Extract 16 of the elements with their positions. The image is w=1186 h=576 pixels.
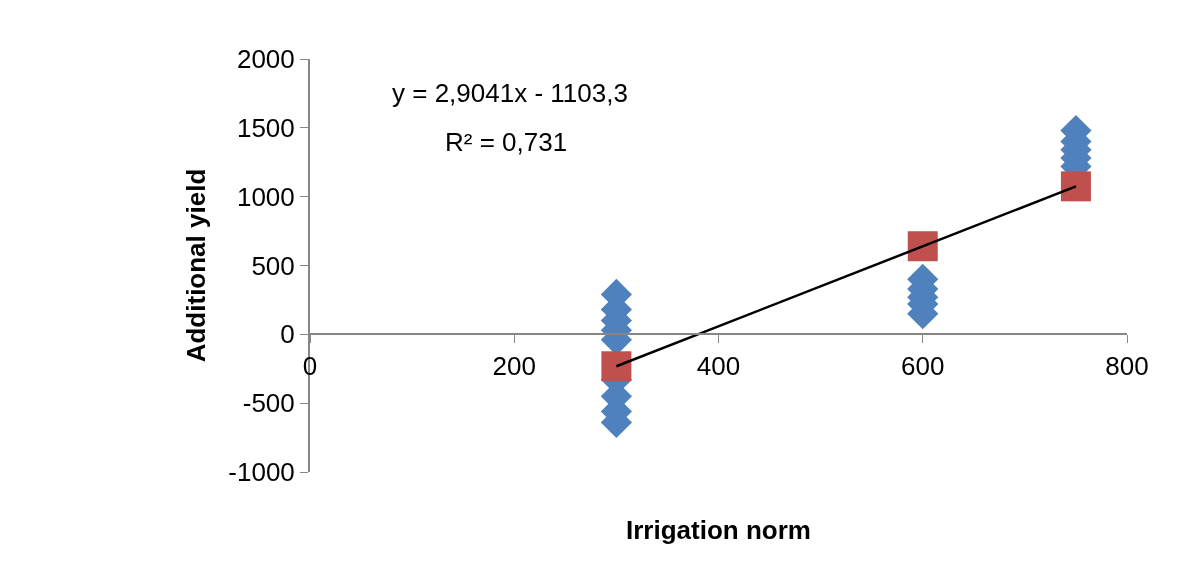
y-tick-label: -1000 [228,457,295,488]
y-tick-label: 1500 [236,112,295,143]
x-tick-label: 200 [492,350,536,381]
x-tick-label: 400 [696,350,741,381]
y-tick-label: -500 [242,388,295,419]
y-axis-title: Additional yield [181,168,212,363]
x-axis-title: Irrigation norm [626,515,811,545]
annotation: R² = 0,731 [445,127,568,157]
x-tick-label: 0 [302,350,318,381]
x-tick-label: 600 [901,350,945,381]
y-tick-label: 0 [280,319,295,350]
x-tick-label: 800 [1105,350,1149,381]
y-tick-label: 500 [251,250,295,281]
y-tick-label: 1000 [236,181,295,212]
annotation: y = 2,9041x - 1103,3 [392,78,628,108]
y-tick-label: 2000 [236,44,295,75]
